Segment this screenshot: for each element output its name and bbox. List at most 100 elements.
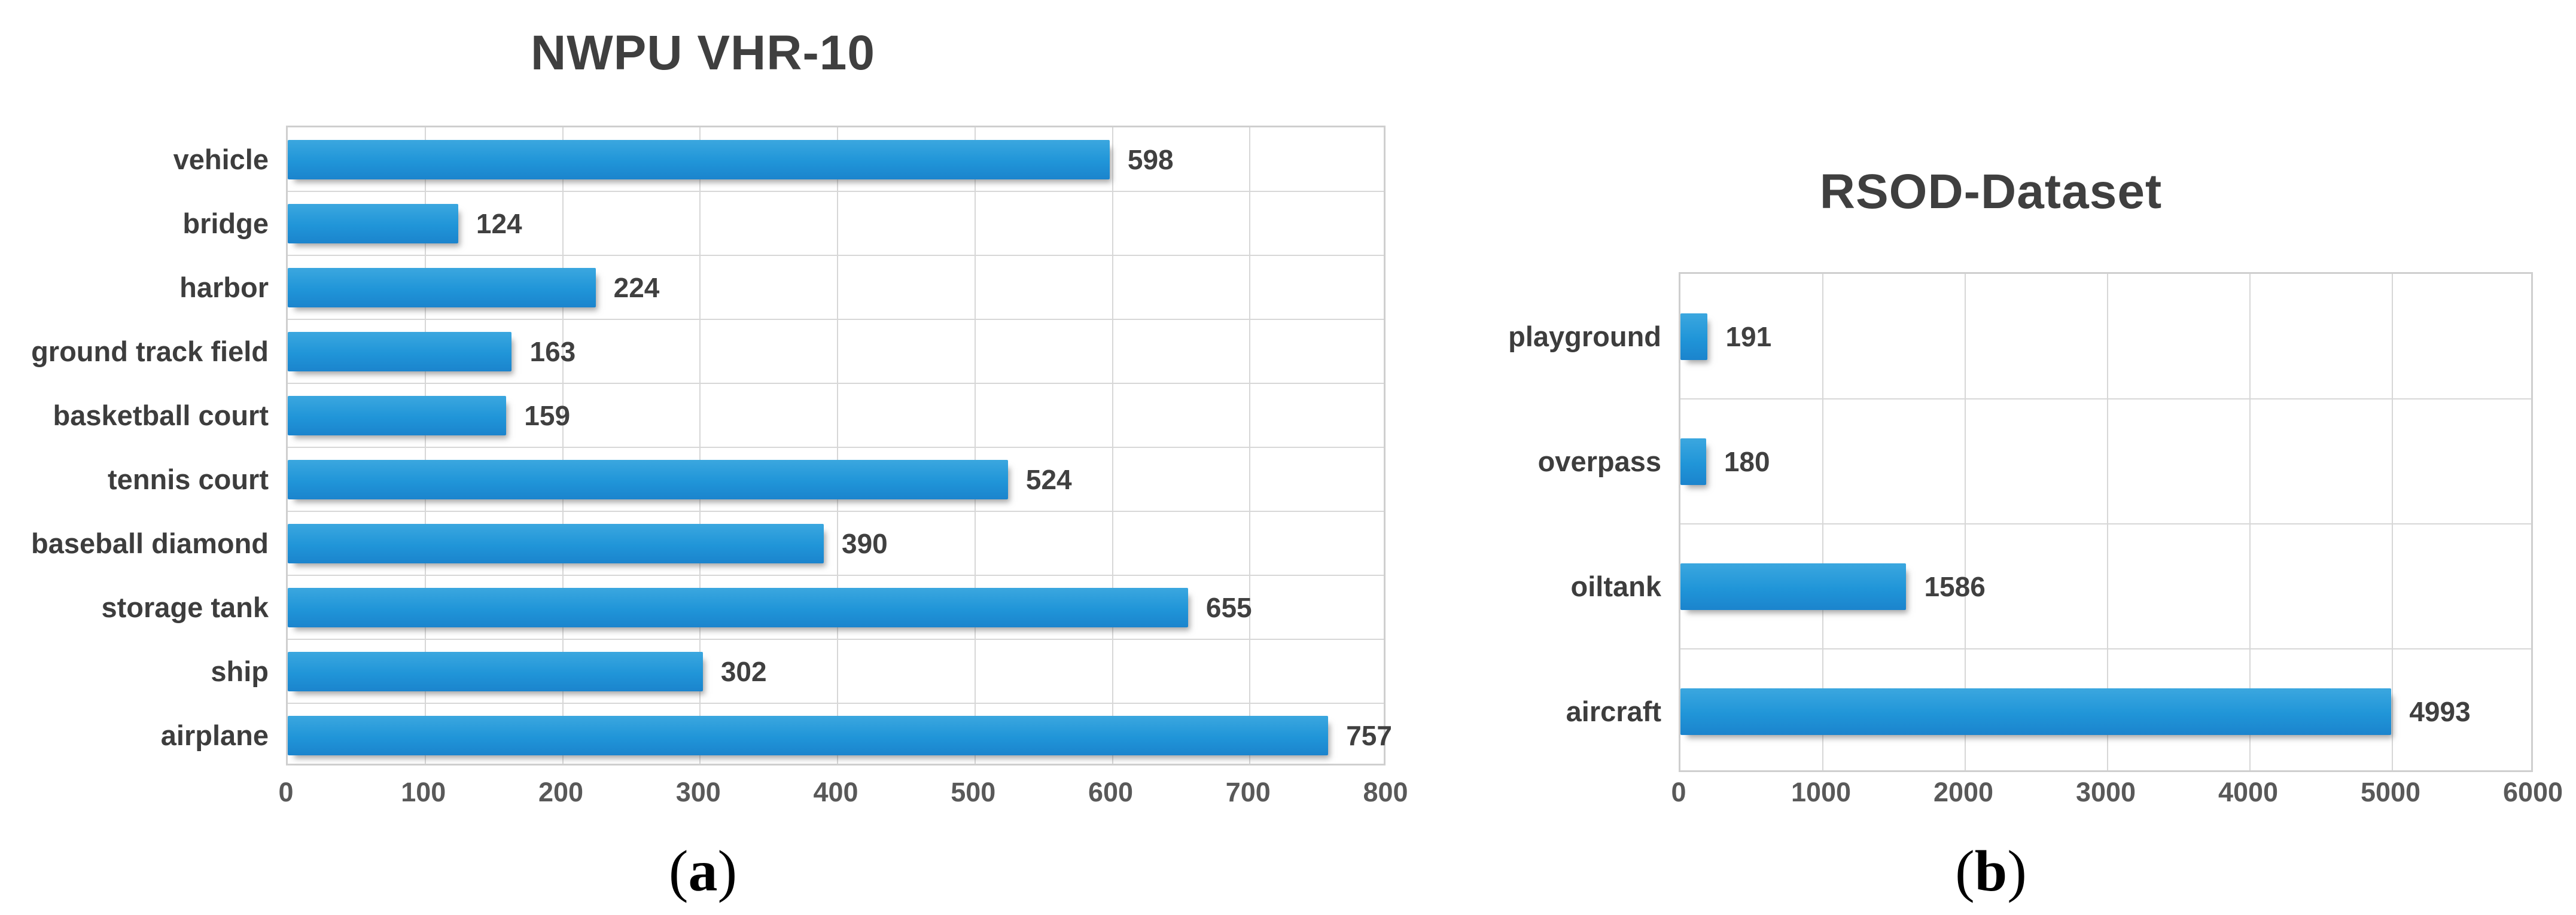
horizontal-gridline bbox=[288, 191, 1384, 192]
category-label: baseball diamond bbox=[31, 527, 269, 559]
value-label: 4993 bbox=[2409, 696, 2471, 727]
bar bbox=[288, 587, 1188, 627]
bar bbox=[1680, 563, 1907, 610]
x-axis-tick-label: 4000 bbox=[2218, 777, 2279, 807]
horizontal-gridline bbox=[288, 575, 1384, 576]
category-row: aircraft 4993 bbox=[1566, 649, 2531, 774]
category-row: baseball diamond 390 bbox=[31, 511, 1384, 575]
category-row: ground track field 163 bbox=[31, 319, 1384, 383]
bar bbox=[288, 715, 1329, 755]
value-label: 757 bbox=[1346, 719, 1392, 751]
x-axis-tick-label: 5000 bbox=[2360, 777, 2421, 807]
value-label: 1586 bbox=[1924, 571, 1986, 602]
category-label: harbor bbox=[179, 272, 269, 303]
plot-area: playground 191 overpass 180 oiltank 1586 aircr… bbox=[1508, 272, 2533, 774]
category-row: oiltank 1586 bbox=[1571, 524, 2531, 649]
caption-letter: a bbox=[688, 839, 718, 904]
value-label: 302 bbox=[720, 655, 767, 687]
vertical-gridline bbox=[1965, 274, 1966, 770]
horizontal-gridline bbox=[1680, 398, 2531, 399]
category-label: oiltank bbox=[1570, 571, 1661, 602]
bar bbox=[288, 651, 703, 691]
category-row: ship 302 bbox=[211, 639, 1384, 703]
horizontal-gridline bbox=[288, 255, 1384, 256]
horizontal-gridline bbox=[288, 703, 1384, 704]
value-label: 159 bbox=[524, 399, 571, 431]
vertical-gridline bbox=[2249, 274, 2251, 770]
value-label: 124 bbox=[476, 208, 522, 239]
category-label: storage tank bbox=[101, 591, 269, 623]
vertical-gridline bbox=[1112, 127, 1113, 764]
x-axis-tick-label: 400 bbox=[813, 777, 858, 807]
horizontal-gridline bbox=[288, 383, 1384, 384]
x-axis-tick-label: 500 bbox=[951, 777, 996, 807]
x-axis-tick-label: 300 bbox=[675, 777, 721, 807]
figure-caption-a: (a) bbox=[0, 842, 1406, 901]
x-axis-tick-label: 0 bbox=[1671, 777, 1686, 807]
caption-open-paren: ( bbox=[1955, 839, 1975, 904]
bar bbox=[288, 139, 1110, 179]
category-label: ground track field bbox=[31, 336, 269, 367]
vertical-gridline bbox=[562, 127, 564, 764]
vertical-gridline bbox=[699, 127, 701, 764]
category-label: airplane bbox=[160, 719, 269, 751]
horizontal-gridline bbox=[288, 447, 1384, 448]
value-label: 180 bbox=[1724, 446, 1770, 477]
x-axis-tick-label: 3000 bbox=[2075, 777, 2136, 807]
bar bbox=[1680, 688, 2392, 735]
value-label: 191 bbox=[1725, 321, 1772, 352]
bar bbox=[288, 459, 1008, 499]
category-label: tennis court bbox=[108, 463, 269, 495]
chart-title: RSOD-Dataset bbox=[1819, 164, 2163, 219]
caption-letter: b bbox=[1974, 839, 2008, 904]
chart-nwpu-vhr10: NWPU VHR-10 vehicle 598 bridge 124 harbor 224… bbox=[0, 26, 1408, 901]
category-label: bridge bbox=[182, 208, 269, 239]
category-label: aircraft bbox=[1566, 696, 1661, 727]
caption-close-paren: ) bbox=[717, 839, 738, 904]
category-row: bridge 124 bbox=[182, 191, 1384, 255]
horizontal-gridline bbox=[288, 511, 1384, 512]
x-axis-tick-label: 800 bbox=[1363, 777, 1408, 807]
chart-title: NWPU VHR-10 bbox=[531, 26, 875, 80]
x-axis-tick-label: 200 bbox=[538, 777, 584, 807]
bar bbox=[288, 267, 596, 307]
x-axis-tick-label: 100 bbox=[401, 777, 446, 807]
category-row: basketball court 159 bbox=[53, 383, 1384, 447]
x-axis-tick-label: 6000 bbox=[2502, 777, 2563, 807]
value-label: 390 bbox=[842, 527, 888, 559]
x-axis-tick-label: 600 bbox=[1088, 777, 1134, 807]
vertical-gridline bbox=[837, 127, 838, 764]
value-label: 163 bbox=[529, 336, 576, 367]
bar bbox=[1680, 438, 1706, 485]
value-label: 524 bbox=[1025, 463, 1072, 495]
category-row: harbor 224 bbox=[179, 255, 1384, 319]
caption-open-paren: ( bbox=[668, 839, 689, 904]
figure-caption-b: (b) bbox=[1406, 842, 2576, 901]
bar bbox=[288, 331, 512, 371]
category-label: playground bbox=[1508, 321, 1661, 352]
x-axis-tick-label: 2000 bbox=[1933, 777, 1994, 807]
category-row: overpass 180 bbox=[1538, 399, 2531, 524]
bar bbox=[288, 203, 458, 243]
bar bbox=[288, 395, 507, 435]
category-row: airplane 757 bbox=[161, 703, 1392, 767]
bar bbox=[1680, 313, 1708, 360]
vertical-gridline bbox=[974, 127, 976, 764]
horizontal-gridline bbox=[1680, 523, 2531, 524]
bar bbox=[288, 523, 824, 563]
value-label: 655 bbox=[1205, 591, 1252, 623]
category-label: basketball court bbox=[53, 399, 269, 431]
category-row: playground 191 bbox=[1508, 274, 2531, 399]
x-axis-tick-label: 1000 bbox=[1791, 777, 1852, 807]
category-label: overpass bbox=[1537, 446, 1661, 477]
caption-close-paren: ) bbox=[2007, 839, 2027, 904]
value-label: 598 bbox=[1127, 144, 1174, 175]
category-label: vehicle bbox=[173, 144, 269, 175]
category-row: tennis court 524 bbox=[108, 447, 1384, 511]
category-row: vehicle 598 bbox=[173, 127, 1384, 191]
value-label: 224 bbox=[613, 272, 660, 303]
vertical-gridline bbox=[424, 127, 426, 764]
chart-rsod-dataset: RSOD-Dataset playground 191 overpass 180 oil… bbox=[1406, 0, 2576, 915]
vertical-gridline bbox=[2107, 274, 2108, 770]
vertical-gridline bbox=[1822, 274, 1823, 770]
